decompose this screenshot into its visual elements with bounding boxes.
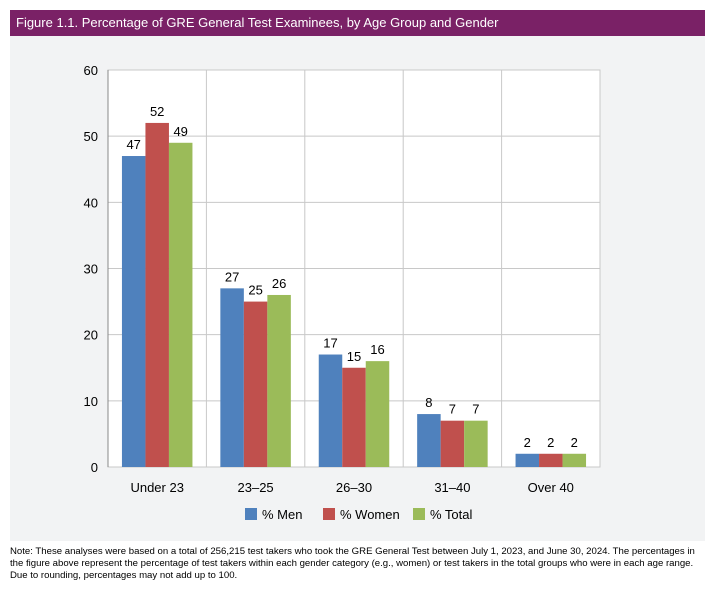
legend-label: % Women bbox=[340, 507, 400, 522]
legend-swatch bbox=[245, 508, 257, 520]
bar-chart: 0 10 20 30 40 50 60 Under 23 23–25 26–30 31–40 Over… bbox=[84, 63, 601, 522]
data-label: 52 bbox=[150, 104, 164, 119]
data-label: 2 bbox=[524, 435, 531, 450]
data-label: 26 bbox=[272, 276, 286, 291]
x-tick-label: 26–30 bbox=[336, 480, 372, 495]
bar-total-0 bbox=[168, 142, 193, 468]
bar-total-1 bbox=[267, 294, 291, 467]
data-label: 27 bbox=[225, 269, 239, 284]
data-label: 16 bbox=[370, 342, 384, 357]
footnote: Note: These analyses were based on a tot… bbox=[10, 546, 695, 581]
legend-swatch bbox=[413, 508, 425, 520]
data-label: 2 bbox=[571, 435, 578, 450]
bar-total-2 bbox=[365, 361, 390, 467]
data-label: 47 bbox=[126, 137, 140, 152]
bar-women-1 bbox=[243, 301, 268, 467]
bar-men-4 bbox=[515, 453, 540, 467]
bar-women-0 bbox=[145, 122, 169, 467]
bar-total-3 bbox=[464, 420, 488, 467]
y-tick-label: 30 bbox=[84, 262, 98, 277]
data-labels: 47 52 49 27 25 26 17 15 16 8 7 7 2 2 2 bbox=[126, 104, 577, 450]
y-tick-label: 10 bbox=[84, 394, 98, 409]
legend-label: % Total bbox=[430, 507, 473, 522]
y-tick-label: 40 bbox=[84, 195, 98, 210]
y-tick-label: 0 bbox=[91, 460, 98, 475]
bars bbox=[121, 122, 587, 468]
data-label: 49 bbox=[173, 124, 187, 139]
bar-men-2 bbox=[318, 354, 343, 467]
x-tick-label: Under 23 bbox=[130, 480, 183, 495]
bar-men-1 bbox=[220, 288, 244, 467]
data-label: 15 bbox=[347, 349, 361, 364]
x-tick-label: 23–25 bbox=[238, 480, 274, 495]
legend: % Men % Women % Total bbox=[245, 507, 473, 522]
x-tick-label: 31–40 bbox=[434, 480, 470, 495]
data-label: 7 bbox=[472, 402, 479, 417]
legend-swatch bbox=[323, 508, 335, 520]
y-tick-label: 20 bbox=[84, 328, 98, 343]
x-tick-label: Over 40 bbox=[528, 480, 574, 495]
y-tick-label: 50 bbox=[84, 129, 98, 144]
chart-title: Figure 1.1. Percentage of GRE General Te… bbox=[10, 10, 705, 36]
data-label: 8 bbox=[425, 395, 432, 410]
legend-label: % Men bbox=[262, 507, 302, 522]
data-label: 25 bbox=[248, 283, 262, 298]
data-label: 7 bbox=[449, 402, 456, 417]
axes: 0 10 20 30 40 50 60 Under 23 23–25 26–30 31–40 Over… bbox=[84, 63, 574, 495]
bar-men-3 bbox=[417, 414, 441, 467]
data-label: 17 bbox=[323, 336, 337, 351]
bar-women-3 bbox=[440, 420, 465, 467]
bar-women-2 bbox=[342, 367, 366, 467]
y-tick-label: 60 bbox=[84, 63, 98, 78]
bar-men-0 bbox=[121, 156, 146, 467]
data-label: 2 bbox=[547, 435, 554, 450]
bar-total-4 bbox=[562, 453, 587, 467]
bar-women-4 bbox=[539, 453, 563, 467]
